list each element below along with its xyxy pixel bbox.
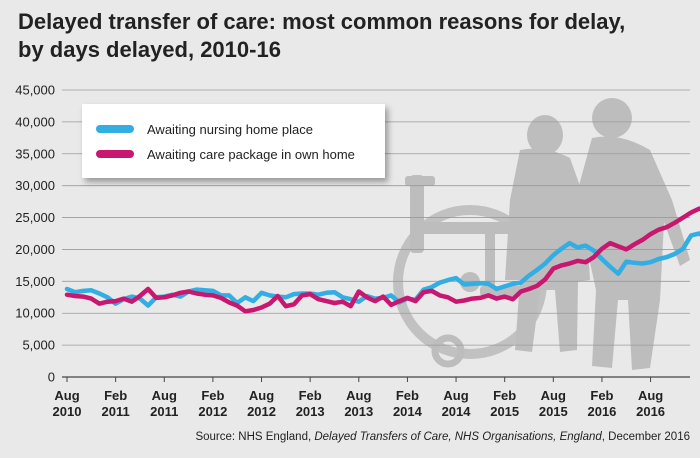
chart-title: Delayed transfer of care: most common re…: [18, 8, 688, 64]
x-tick-label-year: 2012: [198, 404, 227, 419]
x-tick-label-month: Aug: [54, 388, 79, 403]
legend-swatch-care-package: [96, 150, 134, 158]
x-tick-label-year: 2014: [442, 404, 472, 419]
x-tick-label-year: 2011: [102, 404, 130, 419]
x-tick-label-year: 2015: [539, 404, 568, 419]
illustration: [393, 98, 690, 370]
series-line-care-package: [64, 206, 700, 314]
y-tick-label: 30,000: [15, 178, 55, 193]
x-tick-label-year: 2012: [247, 404, 276, 419]
source-italic: Delayed Transfers of Care, NHS Organisat…: [314, 431, 602, 443]
legend-item-care-package: Awaiting care package in own home: [96, 144, 355, 164]
y-tick-label: 0: [48, 370, 55, 385]
source-suffix: , December 2016: [601, 431, 690, 443]
x-tick-label-month: Aug: [152, 388, 177, 403]
x-tick-label-month: Feb: [299, 388, 322, 403]
legend-item-nursing-home: Awaiting nursing home place: [96, 119, 313, 139]
x-tick-label-year: 2015: [490, 404, 519, 419]
y-tick-label: 5,000: [22, 338, 55, 353]
x-tick-label-year: 2010: [53, 404, 82, 419]
x-tick-label-month: Aug: [541, 388, 566, 403]
y-tick-label: 25,000: [15, 210, 55, 225]
source-prefix: Source: NHS England,: [195, 431, 315, 443]
x-tick-label-month: Feb: [590, 388, 613, 403]
x-tick-label-month: Feb: [201, 388, 224, 403]
y-tick-label: 40,000: [15, 114, 55, 129]
y-tick-label: 15,000: [15, 274, 55, 289]
x-axis: Aug2010Feb2011Aug2011Feb2012Aug2012Feb20…: [53, 377, 665, 419]
y-tick-label: 10,000: [15, 306, 55, 321]
x-tick-label-month: Feb: [493, 388, 516, 403]
x-tick-label-year: 2013: [296, 404, 325, 419]
series-lines: [64, 206, 700, 314]
x-tick-label-year: 2013: [344, 404, 373, 419]
legend: Awaiting nursing home place Awaiting car…: [82, 104, 385, 178]
legend-label-care-package: Awaiting care package in own home: [147, 146, 355, 162]
chart-title-line-2: by days delayed, 2010-16: [18, 37, 281, 62]
legend-label-nursing-home: Awaiting nursing home place: [147, 121, 313, 137]
y-tick-label: 20,000: [15, 242, 55, 257]
x-tick-label-month: Feb: [104, 388, 127, 403]
y-tick-label: 35,000: [15, 146, 55, 161]
y-tick-label: 45,000: [15, 83, 55, 98]
x-tick-label-year: 2016: [636, 404, 665, 419]
x-tick-label-month: Aug: [249, 388, 274, 403]
x-tick-label-month: Aug: [638, 388, 663, 403]
source-note: Source: NHS England, Delayed Transfers o…: [195, 431, 690, 443]
series-line-nursing-home: [64, 231, 700, 308]
chart-title-line-1: Delayed transfer of care: most common re…: [18, 9, 626, 34]
x-tick-label-month: Aug: [346, 388, 371, 403]
x-tick-label-year: 2016: [587, 404, 616, 419]
x-tick-label-year: 2011: [150, 404, 178, 419]
elderly-couple-silhouette-icon: [505, 98, 690, 370]
y-axis: 0 5,000 10,000 15,000 20,000 25,000 30,000 35,0…: [15, 83, 55, 385]
x-tick-label-year: 2014: [393, 404, 423, 419]
x-tick-label-month: Aug: [443, 388, 468, 403]
legend-swatch-nursing-home: [96, 125, 134, 133]
x-tick-label-month: Feb: [396, 388, 419, 403]
